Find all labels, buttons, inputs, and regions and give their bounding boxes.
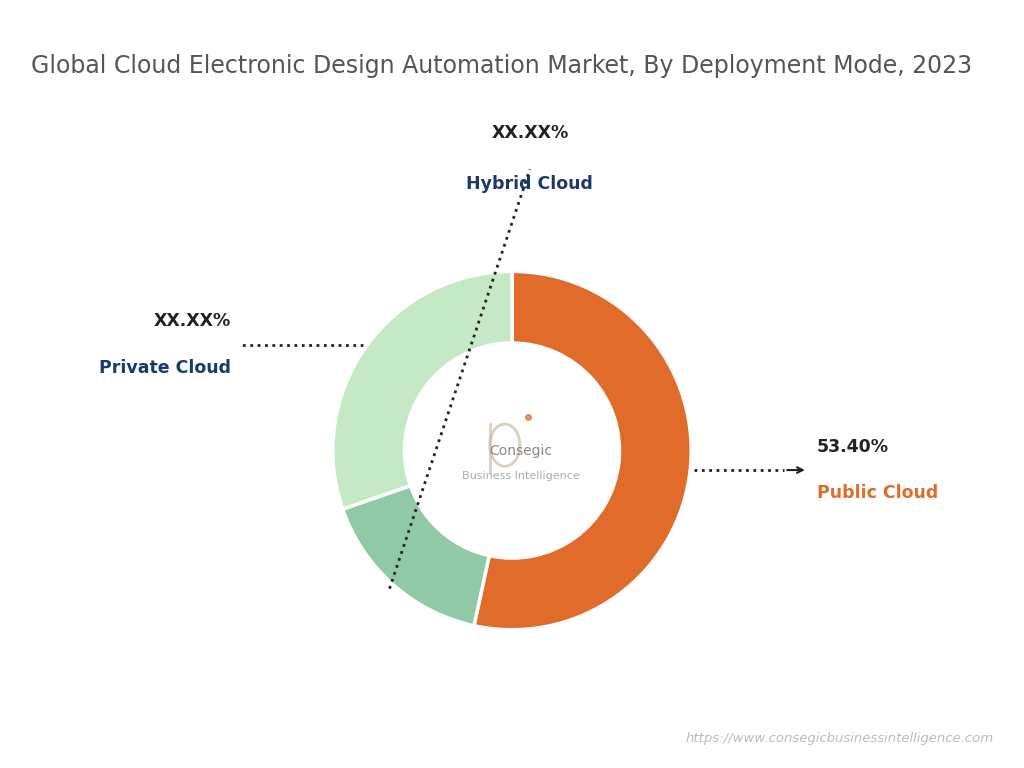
Text: https://www.consegicbusinessintelligence.com: https://www.consegicbusinessintelligence… (685, 732, 993, 745)
Wedge shape (474, 271, 691, 630)
Text: Public Cloud: Public Cloud (817, 485, 938, 502)
Text: Global Cloud Electronic Design Automation Market, By Deployment Mode, 2023: Global Cloud Electronic Design Automatio… (31, 54, 972, 78)
Text: XX.XX%: XX.XX% (492, 124, 568, 142)
Text: Consegic: Consegic (489, 444, 553, 458)
Text: Business Intelligence: Business Intelligence (462, 471, 580, 481)
Text: 53.40%: 53.40% (817, 438, 889, 455)
Wedge shape (333, 271, 512, 509)
Wedge shape (343, 485, 489, 626)
Text: Hybrid Cloud: Hybrid Cloud (467, 174, 593, 193)
Text: Private Cloud: Private Cloud (98, 359, 230, 377)
Text: XX.XX%: XX.XX% (154, 313, 230, 330)
